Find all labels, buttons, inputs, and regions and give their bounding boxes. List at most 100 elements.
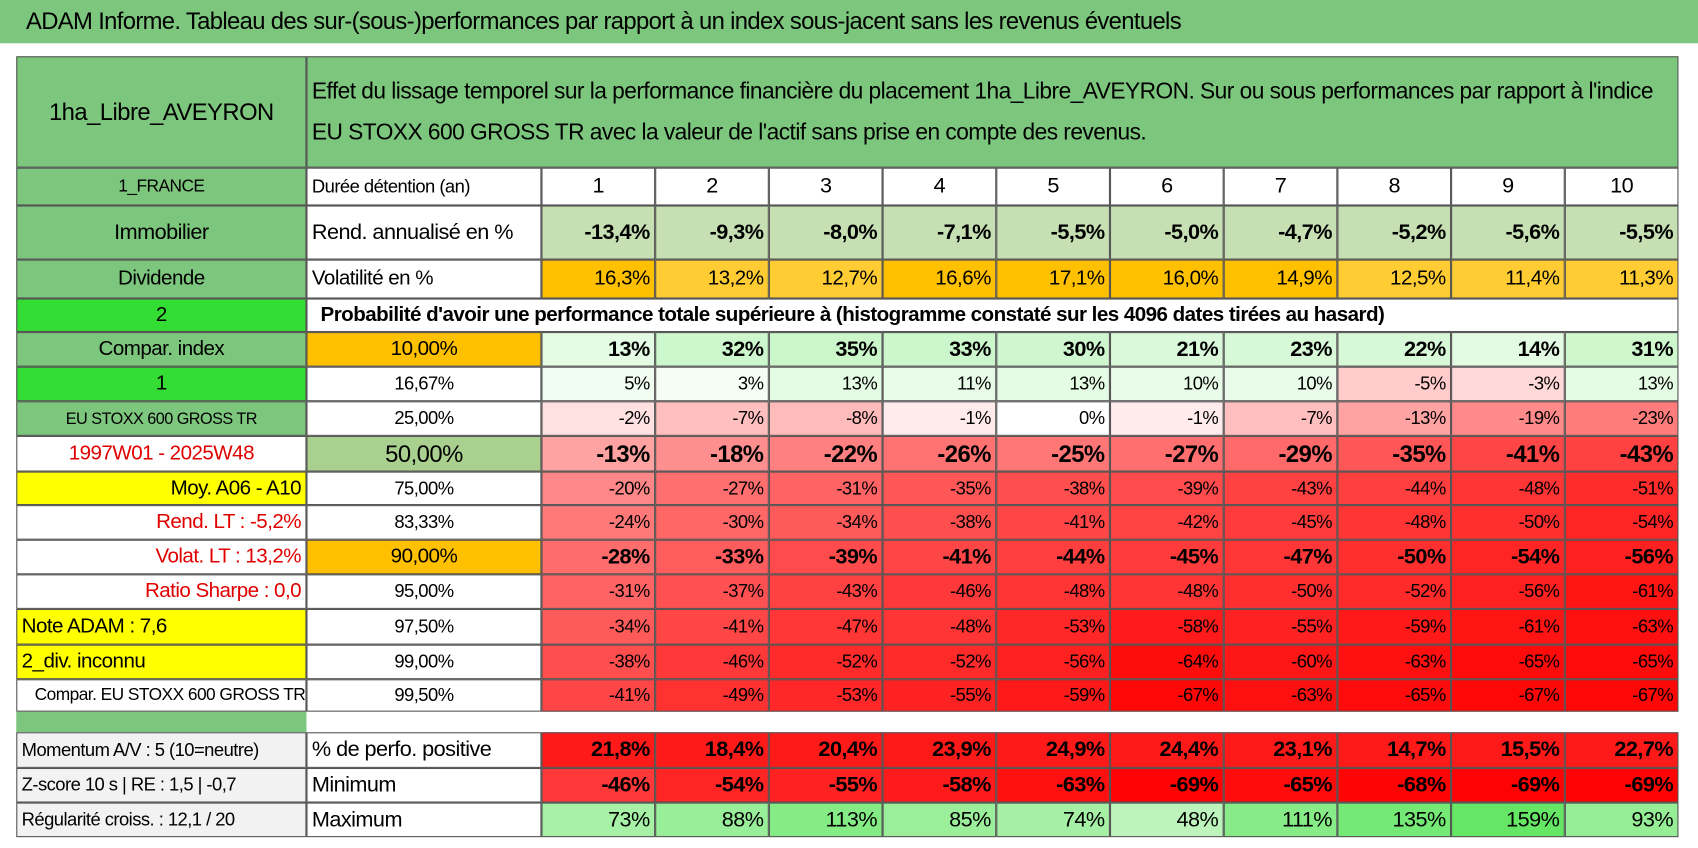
value-cell: -24%	[541, 505, 656, 540]
value-cell: 24,4%	[1109, 732, 1224, 768]
value-cell: -50%	[1451, 505, 1565, 540]
value-cell: -1%	[1109, 401, 1224, 436]
side-label: Compar. EU STOXX 600 GROSS TR	[16, 679, 307, 712]
row-label: Rend. annualisé en %	[306, 205, 542, 260]
value-cell: -55%	[768, 767, 883, 803]
row-label: Probabilité d'avoir une performance tota…	[306, 298, 1679, 333]
value-cell: -63%	[1337, 644, 1452, 680]
value-cell: 13%	[1564, 366, 1679, 402]
value-cell: -65%	[1337, 679, 1452, 712]
value-cell: -4,7%	[1223, 205, 1338, 260]
value-cell: -35%	[882, 471, 997, 506]
side-label: Ratio Sharpe : 0,0	[16, 574, 307, 609]
side-label: Momentum A/V : 5 (10=neutre)	[16, 732, 307, 768]
value-cell: -58%	[1109, 608, 1224, 645]
value-cell: 6	[1109, 167, 1224, 206]
value-cell: 12,7%	[768, 259, 883, 299]
row-label: 99,00%	[306, 644, 542, 680]
value-cell: -7%	[655, 401, 769, 436]
value-cell: 23%	[1223, 332, 1338, 367]
value-cell: -38%	[541, 644, 656, 680]
value-cell: -25%	[996, 435, 1110, 472]
value-cell: -30%	[655, 505, 769, 540]
side-label: 1	[16, 366, 307, 402]
value-cell: -2%	[541, 401, 656, 436]
value-cell: -43%	[768, 574, 883, 609]
value-cell: 32%	[655, 332, 769, 367]
value-cell: -68%	[1337, 767, 1452, 803]
value-cell: -29%	[1223, 435, 1338, 472]
value-cell: -46%	[655, 644, 769, 680]
value-cell: 23,1%	[1223, 732, 1338, 768]
value-cell: -8,0%	[768, 205, 883, 260]
side-label: Immobilier	[16, 205, 307, 260]
value-cell: -63%	[1564, 608, 1679, 645]
value-cell: -53%	[768, 679, 883, 712]
value-cell: -46%	[541, 767, 656, 803]
value-cell: 31%	[1564, 332, 1679, 367]
value-cell: -59%	[996, 679, 1110, 712]
value-cell: 3	[768, 167, 883, 206]
value-cell: 74%	[996, 802, 1110, 838]
side-label: Compar. index	[16, 332, 307, 367]
value-cell: -50%	[1223, 574, 1338, 609]
value-cell: -48%	[1337, 505, 1452, 540]
row-label: 95,00%	[306, 574, 542, 609]
spacer	[16, 711, 307, 733]
value-cell: -58%	[882, 767, 997, 803]
value-cell: -5%	[1337, 366, 1452, 402]
row-label: % de perfo. positive	[306, 732, 542, 768]
value-cell: 88%	[655, 802, 769, 838]
value-cell: 10%	[1109, 366, 1224, 402]
value-cell: -27%	[655, 471, 769, 506]
value-cell: 13%	[996, 366, 1110, 402]
title-bar: ADAM Informe. Tableau des sur-(sous-)per…	[0, 0, 1698, 44]
row-label: 75,00%	[306, 471, 542, 506]
value-cell: 111%	[1223, 802, 1338, 838]
value-cell: 73%	[541, 802, 656, 838]
value-cell: -64%	[1109, 644, 1224, 680]
value-cell: -44%	[996, 539, 1110, 575]
row-label: Volatilité en %	[306, 259, 542, 299]
value-cell: 16,0%	[1109, 259, 1224, 299]
value-cell: -41%	[655, 608, 769, 645]
value-cell: 13%	[541, 332, 656, 367]
value-cell: 17,1%	[996, 259, 1110, 299]
side-label: EU STOXX 600 GROSS TR	[16, 401, 307, 436]
value-cell: -65%	[1564, 644, 1679, 680]
value-cell: -67%	[1564, 679, 1679, 712]
value-cell: 11,3%	[1564, 259, 1679, 299]
value-cell: 8	[1337, 167, 1452, 206]
value-cell: -5,0%	[1109, 205, 1224, 260]
side-label: Note ADAM : 7,6	[16, 608, 307, 645]
value-cell: -28%	[541, 539, 656, 575]
value-cell: -51%	[1564, 471, 1679, 506]
value-cell: -5,5%	[996, 205, 1110, 260]
value-cell: -69%	[1109, 767, 1224, 803]
value-cell: -5,5%	[1564, 205, 1679, 260]
value-cell: -53%	[996, 608, 1110, 645]
side-label: Moy. A06 - A10	[16, 471, 307, 506]
value-cell: -48%	[1451, 471, 1565, 506]
value-cell: -37%	[655, 574, 769, 609]
value-cell: -55%	[882, 679, 997, 712]
side-label: Dividende	[16, 259, 307, 299]
value-cell: -41%	[541, 679, 656, 712]
value-cell: -46%	[882, 574, 997, 609]
value-cell: -54%	[1451, 539, 1565, 575]
row-label: Minimum	[306, 767, 542, 803]
value-cell: -48%	[996, 574, 1110, 609]
value-cell: -65%	[1451, 644, 1565, 680]
value-cell: -13%	[541, 435, 656, 472]
value-cell: -41%	[1451, 435, 1565, 472]
value-cell: 5%	[541, 366, 656, 402]
value-cell: -5,6%	[1451, 205, 1565, 260]
row-label: Durée détention (an)	[306, 167, 542, 206]
value-cell: 20,4%	[768, 732, 883, 768]
value-cell: -41%	[996, 505, 1110, 540]
value-cell: -39%	[1109, 471, 1224, 506]
row-label: 97,50%	[306, 608, 542, 645]
value-cell: -44%	[1337, 471, 1452, 506]
value-cell: -43%	[1223, 471, 1338, 506]
